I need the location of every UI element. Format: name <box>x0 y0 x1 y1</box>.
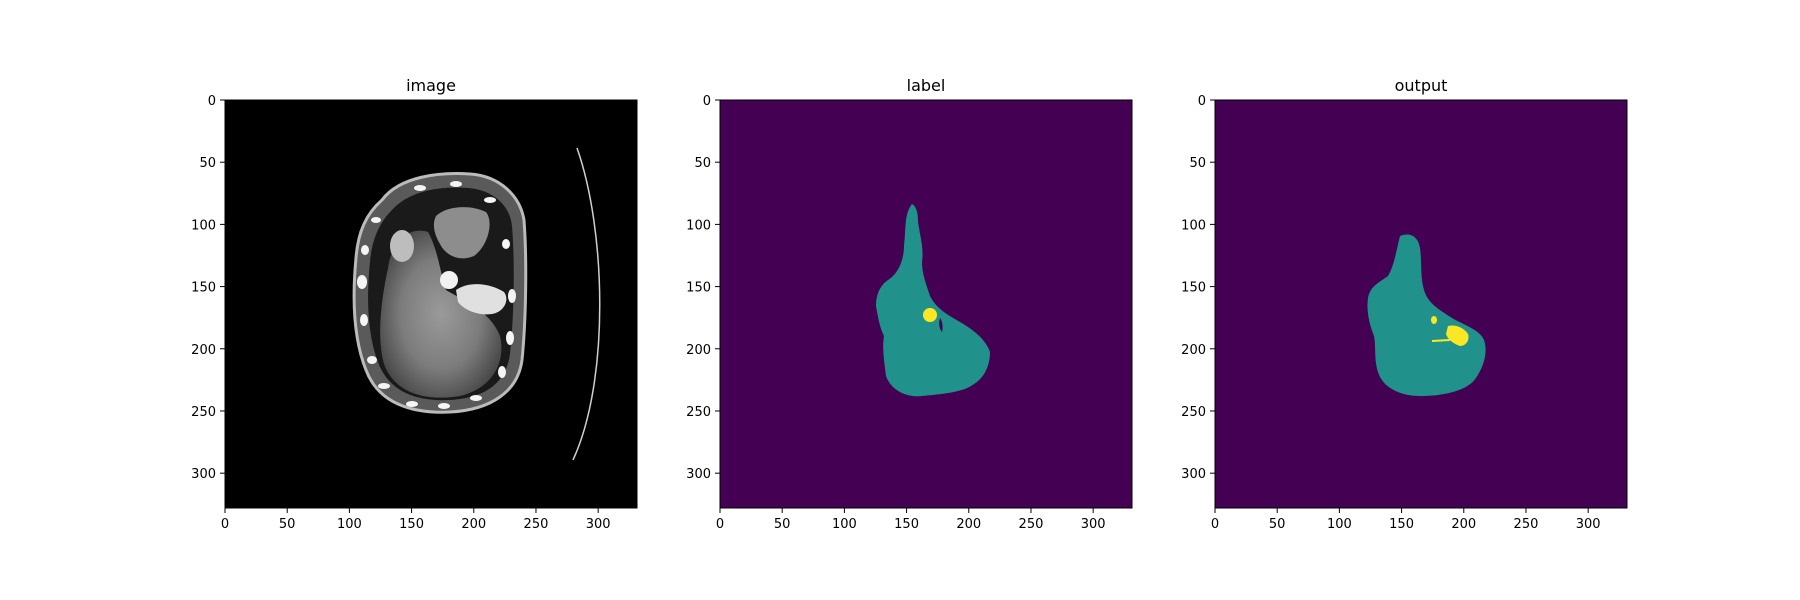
y-tick-label: 50 <box>199 156 216 171</box>
y-tick-label: 0 <box>1198 94 1206 109</box>
x-tick-label: 150 <box>894 517 919 532</box>
y-tick-label: 200 <box>191 343 216 358</box>
axes-frame-image <box>224 99 638 509</box>
label-lesion <box>923 308 937 322</box>
y-tick-label: 200 <box>1181 343 1206 358</box>
label-organ-region <box>876 204 990 397</box>
panel-image: image <box>191 76 638 532</box>
x-tick-label: 300 <box>1081 517 1106 532</box>
label-mask <box>720 100 1132 508</box>
x-tick-label: 250 <box>1514 517 1539 532</box>
output-lesion <box>1446 325 1469 346</box>
x-tick-label: 50 <box>279 517 296 532</box>
y-tick-label: 250 <box>1181 405 1206 420</box>
x-tick-label: 100 <box>337 517 362 532</box>
panel-output: output 0 50 100 150 200 250 300 0 50 100 150 200 25… <box>1181 76 1628 532</box>
x-axis-image: 0 50 100 150 200 250 300 <box>221 508 611 532</box>
y-tick-label: 0 <box>208 94 216 109</box>
x-tick-label: 300 <box>1576 517 1601 532</box>
x-tick-label: 100 <box>832 517 857 532</box>
y-axis-output: 0 50 100 150 200 250 300 <box>1181 94 1215 482</box>
x-tick-label: 300 <box>586 517 611 532</box>
ct-stomach <box>433 207 490 259</box>
x-tick-label: 100 <box>1327 517 1352 532</box>
output-organ-region <box>1367 234 1486 396</box>
y-tick-label: 250 <box>686 405 711 420</box>
output-lesion-small <box>1431 316 1437 324</box>
ct-image <box>225 100 637 508</box>
x-axis-output: 0 50 100 150 200 250 300 <box>1211 508 1601 532</box>
y-tick-label: 150 <box>1181 281 1206 296</box>
y-axis-image: 0 50 100 150 200 250 300 <box>191 94 225 482</box>
y-tick-label: 0 <box>703 94 711 109</box>
x-tick-label: 250 <box>1019 517 1044 532</box>
y-tick-label: 250 <box>191 405 216 420</box>
label-notch <box>939 318 943 332</box>
x-tick-label: 150 <box>1389 517 1414 532</box>
x-tick-label: 250 <box>524 517 549 532</box>
y-tick-label: 150 <box>686 281 711 296</box>
ct-spleen <box>390 230 414 262</box>
panel-title-label: label <box>907 76 946 95</box>
ct-aorta <box>440 271 458 289</box>
ct-kidney <box>456 284 507 315</box>
x-tick-label: 200 <box>1451 517 1476 532</box>
x-tick-label: 0 <box>716 517 724 532</box>
x-axis-label: 0 50 100 150 200 250 300 <box>716 508 1106 532</box>
y-tick-label: 300 <box>191 467 216 482</box>
panel-title-output: output <box>1395 76 1448 95</box>
x-tick-label: 0 <box>1211 517 1219 532</box>
y-tick-label: 150 <box>191 281 216 296</box>
y-tick-label: 100 <box>686 218 711 233</box>
y-axis-label: 0 50 100 150 200 250 300 <box>686 94 720 482</box>
y-tick-label: 50 <box>1189 156 1206 171</box>
ct-table-arc <box>572 147 601 461</box>
y-tick-label: 200 <box>686 343 711 358</box>
y-tick-label: 50 <box>694 156 711 171</box>
x-tick-label: 200 <box>461 517 486 532</box>
output-lesion-speckle <box>1432 339 1450 342</box>
x-tick-label: 200 <box>956 517 981 532</box>
x-tick-label: 50 <box>1269 517 1286 532</box>
y-tick-label: 300 <box>1181 467 1206 482</box>
y-tick-label: 300 <box>686 467 711 482</box>
panel-label: label 0 50 100 150 200 250 300 0 50 100 150 200 250… <box>686 76 1133 532</box>
ct-ribs <box>357 181 516 409</box>
y-tick-label: 100 <box>191 218 216 233</box>
x-tick-label: 0 <box>221 517 229 532</box>
x-tick-label: 150 <box>399 517 424 532</box>
y-tick-label: 100 <box>1181 218 1206 233</box>
panel-title-image: image <box>406 76 456 95</box>
x-tick-label: 50 <box>774 517 791 532</box>
axes-frame-label <box>719 99 1133 509</box>
ct-liver <box>380 230 502 398</box>
output-mask <box>1215 100 1627 508</box>
axes-frame-output <box>1214 99 1628 509</box>
